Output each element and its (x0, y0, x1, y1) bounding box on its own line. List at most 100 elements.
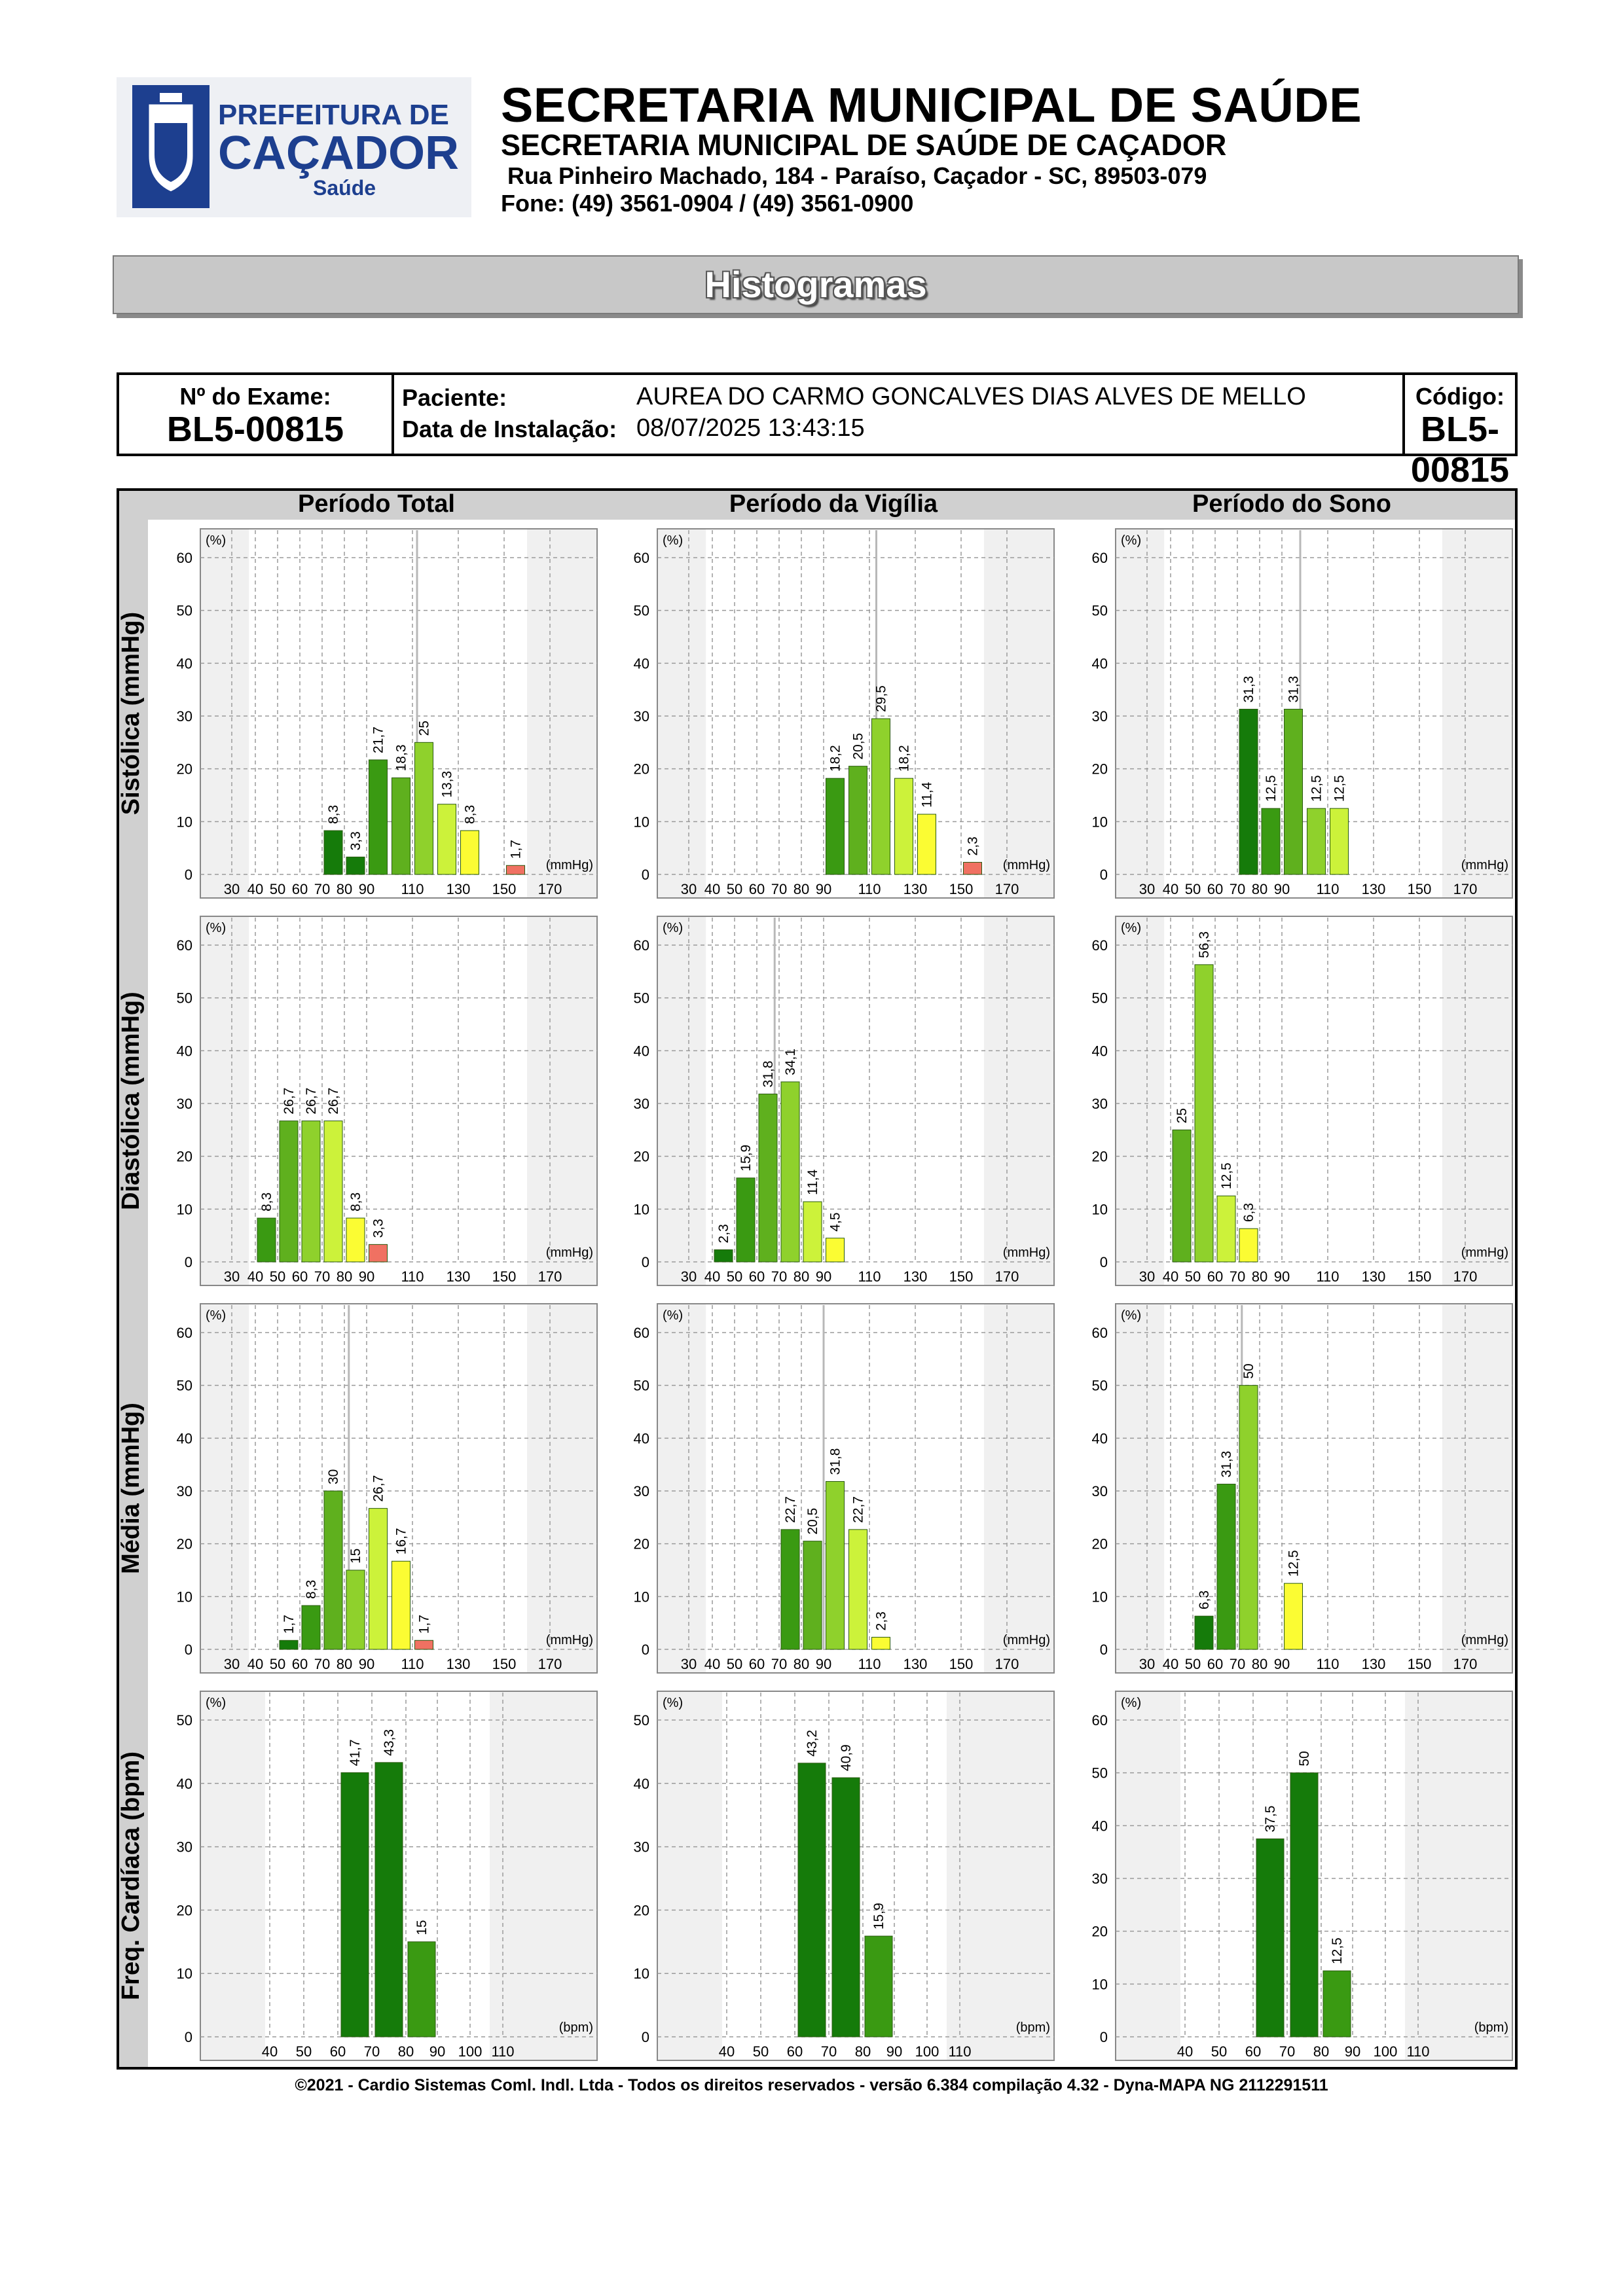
bar-1-1 (848, 766, 867, 875)
bar-8-3 (1284, 1583, 1303, 1650)
bar-8-1 (1216, 1484, 1236, 1650)
xtick-0-80: 80 (337, 881, 352, 897)
xtick-6-70: 70 (314, 1656, 330, 1672)
bar-label-3-4: 8,3 (348, 1193, 363, 1211)
bar-label-8-1: 31,3 (1219, 1451, 1234, 1478)
column-header-2: Período do Sono (1192, 491, 1391, 518)
ytick-7-60: 60 (634, 1325, 649, 1341)
ytick-1-0: 0 (642, 867, 649, 883)
xtick-7-170: 170 (995, 1656, 1019, 1672)
bar-2-1 (1261, 808, 1281, 875)
ytick-5-60: 60 (1092, 937, 1108, 954)
bar-0-5 (437, 804, 456, 875)
xtick-1-150: 150 (949, 881, 974, 897)
x-unit-3: (mmHg) (546, 1246, 593, 1260)
bar-label-6-2: 30 (326, 1469, 341, 1484)
shade-right-5 (1442, 917, 1512, 1285)
xtick-3-90: 90 (359, 1268, 374, 1285)
shade-right-6 (527, 1304, 596, 1672)
y-unit-3: (%) (206, 921, 226, 935)
bar-label-6-4: 26,7 (371, 1475, 386, 1502)
xtick-2-110: 110 (1316, 881, 1339, 897)
bar-label-11-1: 50 (1297, 1751, 1312, 1766)
bar-9-2 (407, 1941, 436, 2037)
grid-row-label-strip (119, 520, 148, 2067)
ytick-4-50: 50 (634, 990, 649, 1007)
xtick-1-110: 110 (858, 881, 881, 897)
xtick-6-130: 130 (447, 1656, 471, 1672)
xtick-4-90: 90 (816, 1268, 831, 1285)
ytick-4-60: 60 (634, 937, 649, 954)
bar-label-1-2: 29,5 (874, 685, 889, 712)
ytick-0-60: 60 (177, 550, 192, 566)
xtick-1-130: 130 (903, 881, 928, 897)
bar-4-1 (736, 1177, 756, 1263)
xtick-0-40: 40 (247, 881, 263, 897)
xtick-7-80: 80 (793, 1656, 809, 1672)
bar-4-0 (714, 1249, 733, 1263)
ytick-9-30: 30 (177, 1839, 192, 1856)
shade-right-3 (527, 917, 596, 1285)
xtick-0-130: 130 (447, 881, 471, 897)
section-banner: Histogramas (113, 255, 1519, 314)
ytick-6-40: 40 (177, 1430, 192, 1446)
bar-label-5-2: 12,5 (1219, 1162, 1234, 1189)
patient-label: Paciente: (402, 384, 507, 411)
ytick-6-20: 20 (177, 1536, 192, 1552)
logo-line-3: Saúde (313, 176, 376, 200)
bar-11-0 (1256, 1839, 1285, 2037)
xtick-4-40: 40 (704, 1268, 720, 1285)
bar-3-3 (323, 1121, 343, 1263)
xtick-10-90: 90 (886, 2043, 902, 2060)
ytick-0-10: 10 (177, 814, 192, 830)
xtick-2-130: 130 (1362, 881, 1386, 897)
xtick-2-70: 70 (1230, 881, 1245, 897)
y-unit-5: (%) (1121, 921, 1141, 935)
bar-label-10-1: 40,9 (839, 1744, 854, 1771)
xtick-11-80: 80 (1313, 2043, 1329, 2060)
bar-label-8-2: 50 (1241, 1363, 1256, 1378)
bar-label-8-0: 6,3 (1197, 1590, 1212, 1609)
ytick-11-30: 30 (1092, 1871, 1108, 1887)
x-unit-9: (bpm) (559, 2020, 593, 2035)
shade-right-1 (984, 529, 1053, 897)
bar-label-9-2: 15 (414, 1920, 429, 1935)
ytick-8-50: 50 (1092, 1378, 1108, 1394)
x-unit-4: (mmHg) (1003, 1246, 1050, 1260)
patient-name: AUREA DO CARMO GONCALVES DIAS ALVES DE M… (636, 383, 1306, 410)
ytick-10-10: 10 (634, 1965, 649, 1982)
ytick-5-50: 50 (1092, 990, 1108, 1007)
shade-left-4 (658, 917, 706, 1285)
xtick-6-150: 150 (492, 1656, 517, 1672)
bar-label-1-0: 18,2 (828, 745, 843, 772)
code-cell: Código: BL5-00815 (1405, 375, 1515, 490)
bar-label-6-1: 8,3 (304, 1580, 319, 1599)
bar-1-3 (894, 778, 913, 875)
bar-4-2 (758, 1093, 778, 1263)
xtick-3-80: 80 (337, 1268, 352, 1285)
xtick-3-70: 70 (314, 1268, 330, 1285)
bar-7-4 (871, 1636, 890, 1650)
x-unit-8: (mmHg) (1461, 1633, 1508, 1647)
ytick-11-40: 40 (1092, 1818, 1108, 1834)
xtick-9-100: 100 (458, 2043, 483, 2060)
bar-label-0-4: 25 (417, 721, 432, 736)
xtick-6-60: 60 (292, 1656, 308, 1672)
xtick-7-70: 70 (771, 1656, 787, 1672)
ytick-3-40: 40 (177, 1043, 192, 1059)
ytick-10-50: 50 (634, 1712, 649, 1729)
y-unit-8: (%) (1121, 1308, 1141, 1323)
xtick-3-170: 170 (538, 1268, 562, 1285)
xtick-8-130: 130 (1362, 1656, 1386, 1672)
patient-cell: Paciente: AUREA DO CARMO GONCALVES DIAS … (394, 375, 1405, 454)
xtick-10-60: 60 (787, 2043, 803, 2060)
bar-label-4-5: 4,5 (828, 1212, 843, 1231)
bar-6-3 (346, 1570, 365, 1650)
bar-label-2-2: 31,3 (1286, 676, 1302, 703)
ytick-11-20: 20 (1092, 1924, 1108, 1940)
xtick-2-40: 40 (1163, 881, 1178, 897)
shade-left-11 (1116, 1692, 1180, 2060)
xtick-6-50: 50 (270, 1656, 285, 1672)
bar-4-5 (826, 1238, 845, 1263)
xtick-8-80: 80 (1252, 1656, 1267, 1672)
